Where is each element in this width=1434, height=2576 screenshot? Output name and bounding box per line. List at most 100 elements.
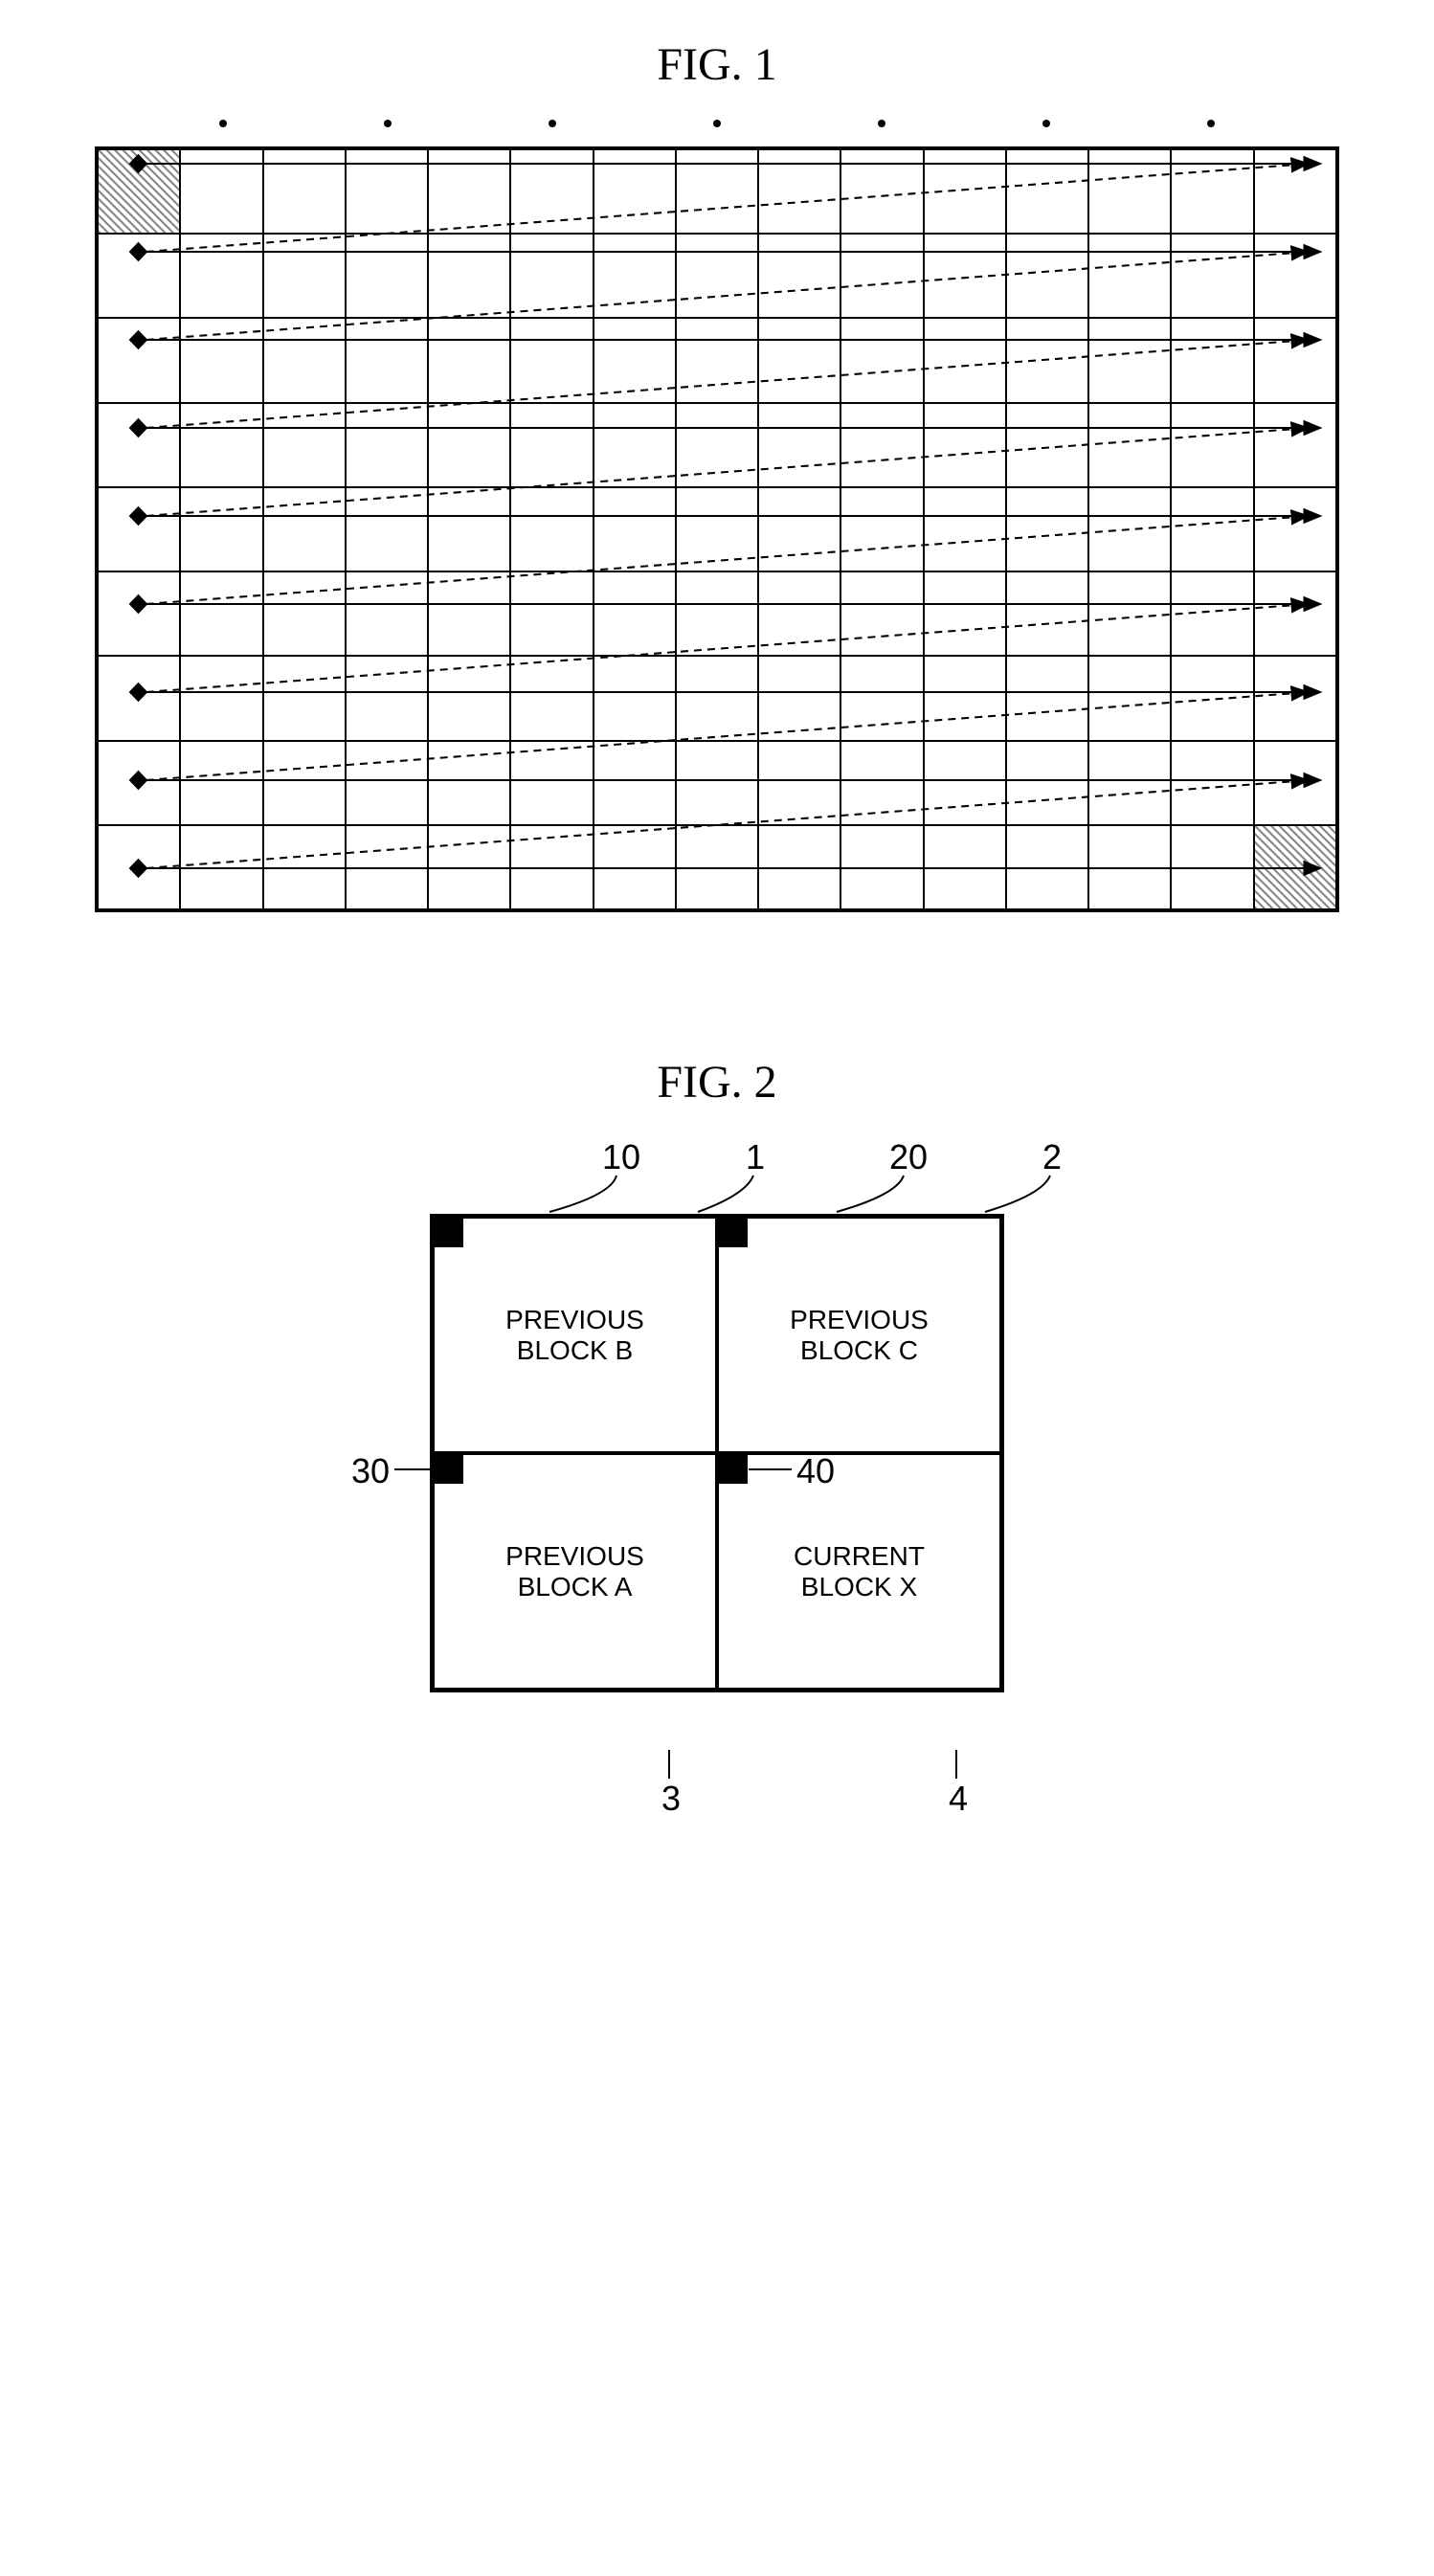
grid-cell — [594, 318, 676, 402]
leader-40 — [749, 1468, 792, 1470]
grid-cell — [1088, 403, 1171, 487]
scatter-dots-row — [219, 120, 1215, 127]
grid-cell — [758, 403, 840, 487]
marker-30 — [435, 1455, 463, 1484]
grid-cell — [510, 318, 593, 402]
grid-cell — [840, 741, 923, 825]
grid-cell — [840, 149, 923, 234]
block-x-line1: CURRENT — [794, 1541, 925, 1572]
grid-cell — [1088, 234, 1171, 318]
grid-cell — [1171, 656, 1253, 740]
grid-cell — [1088, 487, 1171, 571]
grid-cell — [1088, 656, 1171, 740]
grid-cell — [346, 234, 428, 318]
grid-cell — [428, 234, 510, 318]
marker-10 — [435, 1219, 463, 1247]
block-b-line1: PREVIOUS — [505, 1305, 644, 1335]
leader-lines-top — [526, 1137, 1100, 1214]
grid-cell — [98, 487, 180, 571]
grid-cell — [1006, 149, 1088, 234]
grid-cell — [594, 571, 676, 656]
grid-cell — [346, 149, 428, 234]
grid-cell — [263, 571, 346, 656]
grid-cell — [1254, 571, 1336, 656]
grid-cell — [510, 571, 593, 656]
grid-cell — [594, 825, 676, 909]
grid-cell — [98, 741, 180, 825]
grid-cell — [1088, 741, 1171, 825]
grid-cell — [510, 149, 593, 234]
grid-cell — [180, 234, 262, 318]
grid-cell — [1171, 571, 1253, 656]
grid-cell — [1254, 487, 1336, 571]
grid-cell — [1254, 825, 1336, 909]
grid-cell — [924, 571, 1006, 656]
grid-cell — [594, 149, 676, 234]
grid-cell — [1171, 149, 1253, 234]
block-a: PREVIOUS BLOCK A — [433, 1453, 717, 1690]
grid-cell — [840, 318, 923, 402]
grid-cell — [428, 656, 510, 740]
grid-cell — [1006, 234, 1088, 318]
scatter-dot — [549, 120, 556, 127]
block-c-line1: PREVIOUS — [790, 1305, 929, 1335]
grid-cell — [180, 825, 262, 909]
grid-cell — [98, 656, 180, 740]
grid-cell — [263, 149, 346, 234]
grid-cell — [346, 403, 428, 487]
grid-cell — [263, 403, 346, 487]
grid-cell — [1171, 741, 1253, 825]
grid-cell — [676, 149, 758, 234]
grid-cell — [510, 741, 593, 825]
grid-cell — [346, 487, 428, 571]
block-x: CURRENT BLOCK X — [717, 1453, 1001, 1690]
grid-cell — [263, 656, 346, 740]
grid-cell — [346, 318, 428, 402]
grid-cell — [510, 487, 593, 571]
grid-cell — [510, 656, 593, 740]
grid-cell — [1006, 571, 1088, 656]
grid-cell — [924, 741, 1006, 825]
grid-cell — [1171, 487, 1253, 571]
grid-cell — [98, 234, 180, 318]
grid-cell — [840, 234, 923, 318]
fig2-title: FIG. 2 — [38, 1056, 1396, 1109]
grid-cell — [1254, 741, 1336, 825]
fig2-container: 10 1 20 2 PREVIOUS BLOCK B PREVIOUS BLOC… — [334, 1137, 1100, 1826]
grid-cell — [676, 318, 758, 402]
block-a-line1: PREVIOUS — [505, 1541, 644, 1572]
grid-cell — [676, 487, 758, 571]
grid-cell — [1254, 234, 1336, 318]
grid-cell — [758, 149, 840, 234]
grid-cell — [840, 571, 923, 656]
grid-cell — [1254, 656, 1336, 740]
grid-cell — [758, 741, 840, 825]
grid-cell — [180, 403, 262, 487]
fig1-container — [95, 120, 1339, 912]
grid-cell — [840, 487, 923, 571]
grid-cell — [428, 825, 510, 909]
block-b-line2: BLOCK B — [517, 1335, 633, 1366]
marker-40 — [719, 1455, 748, 1484]
scatter-dot — [713, 120, 721, 127]
grid-cell — [924, 149, 1006, 234]
grid-cell — [1254, 318, 1336, 402]
grid-cell — [180, 571, 262, 656]
grid-cell — [924, 487, 1006, 571]
grid-cell — [428, 318, 510, 402]
grid-cell — [263, 825, 346, 909]
block-a-line2: BLOCK A — [518, 1572, 633, 1602]
grid-cell — [98, 403, 180, 487]
scatter-dot — [878, 120, 885, 127]
grid-cell — [1254, 403, 1336, 487]
grid-cell — [594, 234, 676, 318]
leader-30 — [394, 1468, 431, 1470]
grid-cell — [346, 571, 428, 656]
grid-cell — [594, 741, 676, 825]
grid-cell — [510, 403, 593, 487]
marker-20 — [719, 1219, 748, 1247]
grid-cell — [924, 403, 1006, 487]
grid-cell — [676, 234, 758, 318]
block-x-line2: BLOCK X — [801, 1572, 917, 1602]
fig1-title: FIG. 1 — [38, 38, 1396, 91]
